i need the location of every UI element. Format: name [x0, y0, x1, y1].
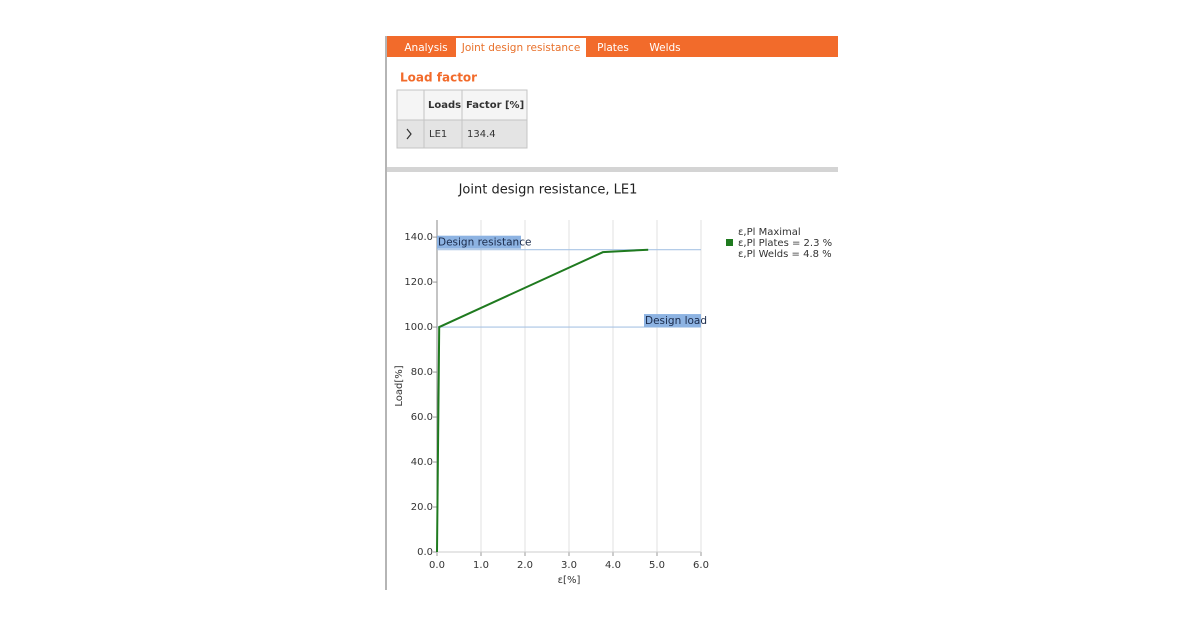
table-header: Factor [%]: [466, 100, 524, 111]
splitter[interactable]: [387, 167, 838, 172]
x-tick-label: 6.0: [693, 560, 709, 571]
y-tick-label: 100.0: [404, 322, 433, 333]
legend-header: ε,Pl Maximal: [738, 227, 801, 238]
y-tick-label: 140.0: [404, 232, 433, 243]
series-line: [436, 248, 649, 553]
legend-label: ε,Pl Plates = 2.3 %: [738, 238, 832, 249]
tab[interactable]: Welds: [649, 42, 680, 54]
x-tick-label: 0.0: [429, 560, 445, 571]
reference-label: Design resistance: [438, 237, 531, 249]
tab[interactable]: Joint design resistance: [461, 42, 581, 54]
y-tick-label: 60.0: [411, 412, 433, 423]
tab[interactable]: Plates: [597, 42, 629, 54]
y-tick-label: 20.0: [411, 502, 433, 513]
table-cell: 134.4: [467, 129, 496, 140]
reference-label-bg: [644, 314, 701, 328]
table-header: Loads: [428, 100, 461, 111]
legend-swatch: [726, 239, 733, 246]
panel-border: [385, 36, 387, 590]
y-tick-label: 80.0: [411, 367, 433, 378]
y-tick-label: 120.0: [404, 277, 433, 288]
x-tick-label: 4.0: [605, 560, 621, 571]
reference-label: Design load: [645, 315, 707, 327]
x-tick-label: 3.0: [561, 560, 577, 571]
table-cell: LE1: [429, 129, 447, 140]
legend-footer: ε,Pl Welds = 4.8 %: [738, 249, 832, 260]
section-title: Load factor: [400, 71, 477, 85]
x-tick-label: 1.0: [473, 560, 489, 571]
reference-label-bg: [437, 235, 521, 249]
x-axis-label: ε[%]: [558, 575, 581, 586]
tab[interactable]: Analysis: [404, 42, 447, 54]
y-tick-label: 0.0: [417, 547, 433, 558]
y-tick-label: 40.0: [411, 457, 433, 468]
x-tick-label: 5.0: [649, 560, 665, 571]
y-axis-label: Load[%]: [394, 365, 405, 406]
x-tick-label: 2.0: [517, 560, 533, 571]
tab-active[interactable]: [456, 38, 586, 57]
row-arrow[interactable]: [406, 128, 412, 140]
chart-title: Joint design resistance, LE1: [458, 183, 638, 198]
